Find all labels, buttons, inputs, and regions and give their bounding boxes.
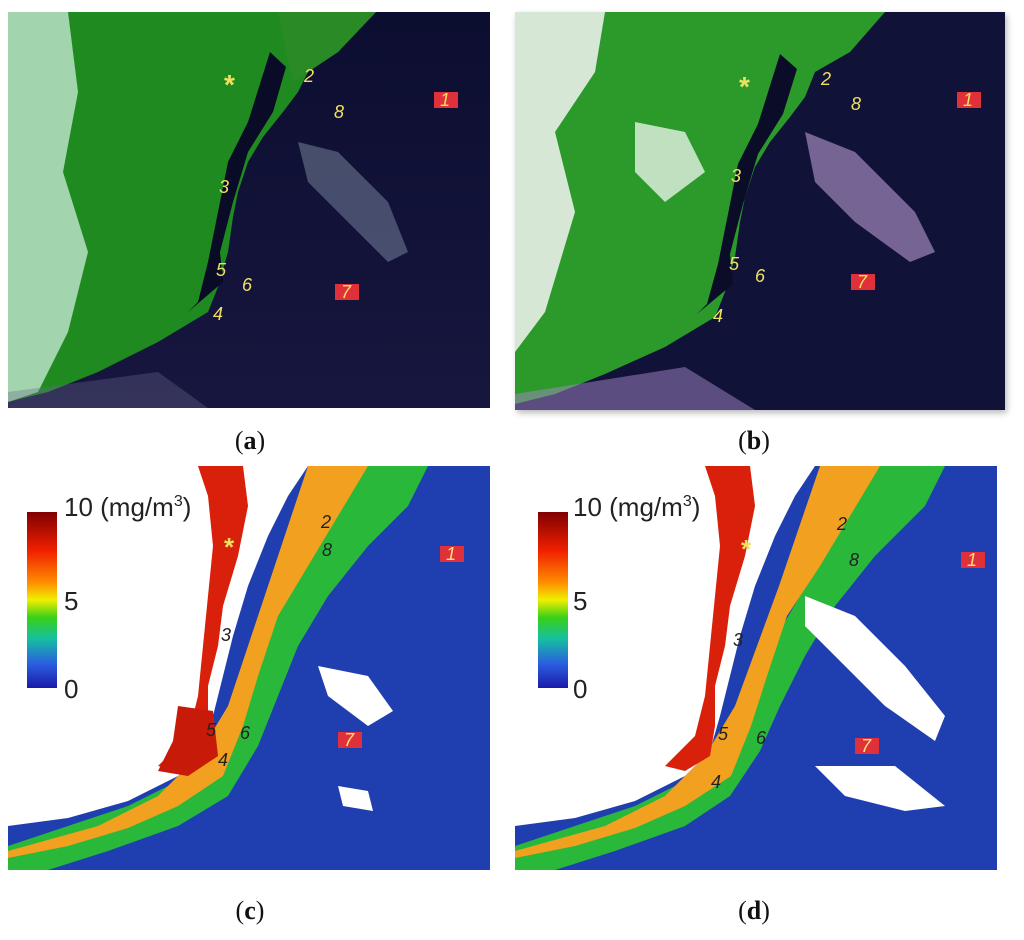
station-label-7: 7: [341, 282, 352, 302]
marker-asterisk: *: [224, 532, 235, 562]
station-label-4: 4: [218, 750, 228, 770]
marker-asterisk: *: [741, 534, 752, 564]
legend-colorbar: [538, 512, 568, 688]
marker-asterisk: *: [739, 71, 750, 102]
station-label-4: 4: [713, 306, 723, 326]
station-label-3: 3: [219, 177, 229, 197]
station-label-1: 1: [446, 544, 456, 564]
clouds-scattered: [635, 122, 705, 202]
panel-b-true-color-map: 1 2 3 4 5 6 7 8 *: [515, 12, 1005, 410]
legend-min-label: 0: [573, 674, 587, 704]
clouds-offshore: [805, 596, 945, 741]
clouds-south: [515, 367, 755, 410]
station-label-2: 2: [820, 69, 831, 89]
station-label-8: 8: [334, 102, 344, 122]
legend-colorbar: [27, 512, 57, 688]
station-label-5: 5: [206, 720, 217, 740]
station-label-1: 1: [967, 550, 977, 570]
station-label-7: 7: [857, 272, 868, 292]
land: [515, 12, 885, 404]
station-box-7: [335, 284, 359, 300]
clouds-south: [815, 766, 945, 811]
station-label-5: 5: [216, 260, 227, 280]
station-label-3: 3: [731, 166, 741, 186]
shelf-green: [8, 466, 428, 870]
sound-red-south: [158, 706, 218, 776]
station-label-6: 6: [756, 728, 767, 748]
clouds-offshore: [298, 142, 408, 262]
legend-max-label: 10 (mg/m3): [573, 492, 700, 522]
station-label-6: 6: [755, 266, 766, 286]
station-box-1: [957, 92, 981, 108]
caption-d: (d): [738, 896, 770, 925]
station-label-6: 6: [242, 275, 253, 295]
station-box-7: [851, 274, 875, 290]
panel-a-true-color-map: 1 2 3 4 5 6 7 8 *: [8, 12, 490, 408]
land: [8, 12, 376, 402]
panel-a-map: 1 2 3 4 5 6 7 8 *: [8, 12, 490, 408]
clouds-west: [515, 12, 605, 352]
station-box-1: [434, 92, 458, 108]
station-label-7: 7: [344, 730, 355, 750]
station-label-2: 2: [320, 512, 331, 532]
station-box-1: [440, 546, 464, 562]
station-label-4: 4: [213, 304, 223, 324]
station-box-7: [855, 738, 879, 754]
clouds-west: [8, 12, 88, 402]
station-label-5: 5: [729, 254, 740, 274]
station-label-8: 8: [849, 550, 859, 570]
station-label-3: 3: [733, 630, 743, 650]
caption-b: (b): [738, 426, 770, 455]
station-box-1: [961, 552, 985, 568]
shelf-green: [515, 466, 945, 870]
panel-d-chlorophyll-map: 10 (mg/m3) 5 0 1 2 3 4 5 6 7 8 *: [515, 466, 997, 870]
legend-max-label: 10 (mg/m3): [64, 492, 191, 522]
caption-c: (c): [235, 896, 265, 925]
sound-water: [168, 52, 286, 332]
caption-a: (a): [234, 426, 266, 455]
clouds-2: [338, 786, 373, 811]
legend: 10 (mg/m3) 5 0: [27, 492, 191, 704]
legend-min-label: 0: [64, 674, 78, 704]
panel-d-map: 10 (mg/m3) 5 0 1 2 3 4 5 6 7 8 *: [515, 466, 997, 870]
station-label-8: 8: [851, 94, 861, 114]
station-label-2: 2: [836, 514, 847, 534]
station-box-7: [338, 732, 362, 748]
station-label-5: 5: [718, 724, 729, 744]
sound-red: [158, 466, 248, 771]
station-label-1: 1: [963, 90, 973, 110]
clouds-south: [8, 372, 208, 408]
station-label-8: 8: [322, 540, 332, 560]
station-label-2: 2: [303, 66, 314, 86]
sound-red: [665, 466, 755, 771]
marker-asterisk: *: [224, 69, 235, 100]
panel-b-map: 1 2 3 4 5 6 7 8 *: [515, 12, 1005, 410]
legend-mid-label: 5: [573, 586, 587, 616]
legend: 10 (mg/m3) 5 0: [538, 492, 700, 704]
nearshore-orange: [515, 466, 880, 858]
clouds: [318, 666, 393, 726]
nearshore-orange: [8, 466, 368, 858]
station-label-7: 7: [861, 736, 872, 756]
land-east-strip: [278, 12, 376, 82]
station-label-1: 1: [440, 90, 450, 110]
legend-mid-label: 5: [64, 586, 78, 616]
panel-c-chlorophyll-map: 10 (mg/m3) 5 0 1 2 3 4 5 6 7 8 *: [8, 466, 490, 870]
station-label-6: 6: [240, 723, 251, 743]
sound-water: [677, 54, 797, 334]
station-label-3: 3: [221, 625, 231, 645]
clouds-offshore: [805, 132, 935, 262]
panel-c-map: 10 (mg/m3) 5 0 1 2 3 4 5 6 7 8 *: [8, 466, 490, 870]
station-label-4: 4: [711, 772, 721, 792]
